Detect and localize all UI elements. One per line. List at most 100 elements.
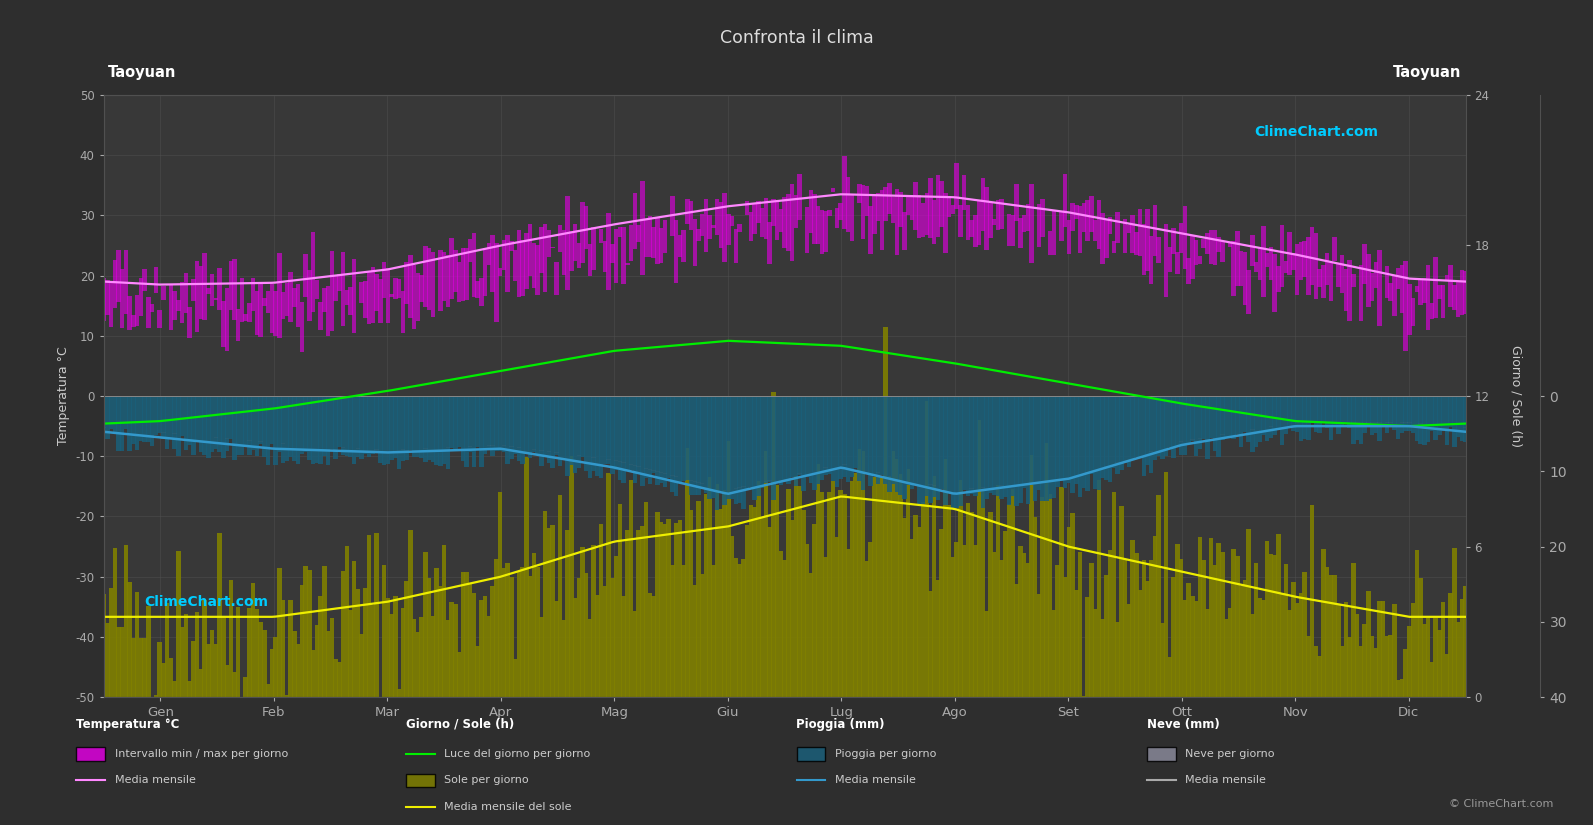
Bar [1415, 286, 1419, 292]
Bar [1239, 251, 1243, 285]
Text: Giorno / Sole (h): Giorno / Sole (h) [406, 718, 515, 731]
Bar [890, 196, 895, 224]
Bar [1134, 232, 1139, 255]
Bar [1325, 253, 1329, 285]
Bar [846, 177, 851, 232]
Bar [263, 630, 266, 697]
Bar [217, 267, 221, 310]
Bar [252, 396, 255, 450]
Bar [820, 396, 824, 480]
Bar [419, 276, 424, 302]
Bar [1101, 619, 1106, 697]
Bar [996, 200, 1000, 230]
Bar [280, 396, 285, 463]
Bar [352, 259, 357, 333]
Bar [1223, 396, 1228, 437]
Bar [1340, 255, 1344, 293]
Bar [666, 396, 671, 478]
Text: ClimeChart.com: ClimeChart.com [145, 595, 268, 609]
Bar [1442, 396, 1445, 431]
Bar [311, 232, 315, 312]
Bar [1037, 204, 1042, 248]
Bar [116, 250, 121, 302]
Bar [191, 641, 196, 697]
Bar [472, 593, 476, 697]
Bar [424, 396, 427, 461]
Bar [746, 396, 749, 488]
Bar [977, 396, 981, 490]
Bar [1389, 396, 1392, 426]
Bar [1048, 396, 1053, 499]
Bar [102, 594, 105, 697]
Bar [918, 195, 921, 238]
Bar [860, 186, 865, 239]
Bar [1201, 396, 1206, 439]
Bar [588, 243, 593, 276]
Bar [569, 396, 573, 465]
Bar [946, 396, 951, 492]
Bar [124, 545, 127, 697]
Bar [475, 646, 479, 697]
Bar [472, 396, 476, 467]
Bar [1051, 610, 1056, 697]
Bar [1459, 396, 1464, 441]
Bar [1063, 396, 1067, 488]
Bar [524, 396, 529, 455]
Bar [1459, 271, 1464, 315]
Bar [1395, 396, 1400, 439]
Bar [292, 289, 296, 307]
Bar [921, 396, 926, 503]
Bar [1362, 396, 1367, 433]
Bar [1171, 396, 1176, 459]
Bar [1306, 396, 1311, 440]
Bar [217, 396, 221, 451]
Bar [1276, 534, 1281, 697]
Bar [199, 669, 202, 697]
Bar [843, 396, 846, 477]
Bar [688, 396, 693, 495]
Bar [1287, 610, 1292, 697]
Bar [827, 210, 832, 216]
Bar [205, 288, 210, 295]
Bar [446, 396, 451, 469]
Bar [532, 553, 537, 697]
Bar [898, 191, 903, 227]
Bar [816, 206, 820, 244]
Bar [1295, 396, 1300, 431]
Bar [663, 524, 667, 697]
Bar [228, 580, 233, 697]
Bar [890, 450, 895, 697]
Bar [1059, 487, 1064, 697]
Bar [726, 441, 731, 697]
Bar [632, 193, 637, 249]
Bar [1362, 624, 1367, 697]
Bar [363, 281, 368, 318]
Bar [1257, 396, 1262, 442]
Bar [566, 196, 570, 290]
Bar [1381, 396, 1386, 425]
Bar [1434, 396, 1438, 441]
Bar [632, 396, 637, 483]
Bar [741, 559, 746, 697]
Bar [213, 298, 218, 300]
Bar [996, 396, 1000, 496]
Bar [710, 565, 715, 697]
Bar [1298, 396, 1303, 441]
Bar [1134, 396, 1139, 457]
Bar [580, 202, 585, 263]
Bar [879, 478, 884, 697]
Bar [1015, 583, 1020, 697]
Bar [752, 396, 757, 500]
Bar [1464, 271, 1467, 314]
Bar [809, 573, 812, 697]
Bar [785, 194, 790, 251]
Bar [221, 396, 226, 458]
Bar [1317, 656, 1322, 697]
Bar [1018, 396, 1023, 502]
Bar [849, 481, 854, 697]
Bar [296, 284, 301, 327]
Bar [629, 480, 634, 697]
Bar [127, 582, 132, 697]
Bar [1340, 396, 1344, 427]
Bar [131, 638, 135, 697]
